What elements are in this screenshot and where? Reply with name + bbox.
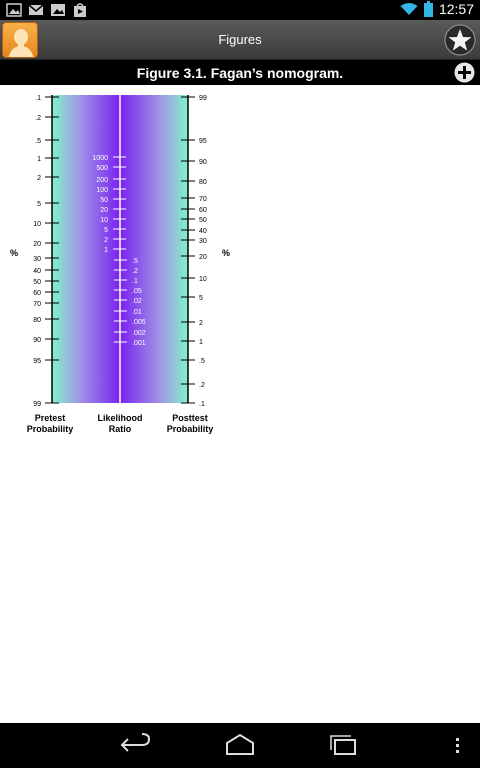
- posttest-tick-label: .1: [199, 401, 205, 408]
- posttest-tick-label: 1: [199, 339, 203, 346]
- posttest-tick-label: .5: [199, 358, 205, 365]
- likelihood-tick-label: .2: [132, 268, 138, 275]
- pretest-tick-label: 10: [33, 221, 41, 228]
- posttest-axis-label-line1: Posttest: [172, 413, 208, 423]
- likelihood-tick-label: .002: [132, 330, 146, 337]
- posttest-tick-label: 10: [199, 276, 207, 283]
- likelihood-tick-label: .5: [132, 258, 138, 265]
- posttest-tick-label: 99: [199, 95, 207, 102]
- pretest-tick-label: 99: [33, 401, 41, 408]
- posttest-percent-label: %: [222, 248, 230, 258]
- gallery-icon: [6, 3, 22, 17]
- pretest-tick-label: 2: [37, 175, 41, 182]
- image-icon: [51, 4, 65, 16]
- likelihood-tick-label: 1000: [92, 155, 108, 162]
- posttest-tick-label: 30: [199, 238, 207, 245]
- pretest-tick-label: 1: [37, 156, 41, 163]
- home-icon[interactable]: [222, 731, 258, 759]
- pretest-tick-label: 80: [33, 317, 41, 324]
- likelihood-tick-label: 20: [100, 207, 108, 214]
- likelihood-tick-label: 500: [96, 165, 108, 172]
- pretest-tick-label: 20: [33, 241, 41, 248]
- likelihood-tick-label: .1: [132, 278, 138, 285]
- likelihood-tick-label: 10: [100, 217, 108, 224]
- likelihood-tick-label: .005: [132, 319, 146, 326]
- posttest-tick-label: 80: [199, 179, 207, 186]
- status-time: 12:57: [438, 1, 474, 17]
- pretest-tick-label: .2: [35, 115, 41, 122]
- likelihood-tick-label: 200: [96, 177, 108, 184]
- likelihood-tick-label: 50: [100, 197, 108, 204]
- pretest-tick-label: 30: [33, 256, 41, 263]
- pretest-percent-label: %: [10, 248, 18, 258]
- pretest-tick-label: 50: [33, 279, 41, 286]
- likelihood-axis-label-line1: Likelihood: [98, 413, 143, 423]
- posttest-axis-label-line2: Probability: [167, 424, 214, 434]
- person-avatar-icon[interactable]: [2, 22, 38, 58]
- fagan-nomogram: .1 .2 .5 1 2 5 10 20 30 40 50 60 70 80 90 95 99 1000 500 2…: [10, 95, 230, 434]
- pretest-tick-label: 40: [33, 268, 41, 275]
- likelihood-tick-label: .01: [132, 309, 142, 316]
- overflow-menu-icon[interactable]: [454, 737, 462, 755]
- plus-circle-icon[interactable]: [454, 62, 475, 83]
- likelihood-tick-label: 100: [96, 187, 108, 194]
- pretest-tick-label: 95: [33, 358, 41, 365]
- posttest-tick-label: 90: [199, 159, 207, 166]
- pretest-axis-label-line2: Probability: [27, 424, 74, 434]
- posttest-tick-label: 40: [199, 228, 207, 235]
- posttest-tick-label: 70: [199, 196, 207, 203]
- likelihood-tick-label: .05: [132, 288, 142, 295]
- figure-title: Figure 3.1. Fagan’s nomogram.: [136, 65, 344, 81]
- action-bar: Figures: [0, 20, 480, 60]
- posttest-tick-label: 5: [199, 295, 203, 302]
- back-icon[interactable]: [118, 731, 154, 759]
- wifi-icon: [400, 3, 418, 15]
- pretest-tick-label: 70: [33, 301, 41, 308]
- recents-icon[interactable]: [326, 731, 362, 759]
- likelihood-axis-label-line2: Ratio: [109, 424, 132, 434]
- posttest-tick-label: 60: [199, 207, 207, 214]
- posttest-tick-label: .2: [199, 382, 205, 389]
- gmail-icon: [28, 4, 44, 15]
- pretest-tick-label: .1: [35, 95, 41, 102]
- figure-header: Figure 3.1. Fagan’s nomogram.: [0, 60, 480, 85]
- pretest-tick-label: 60: [33, 290, 41, 297]
- play-store-icon: [74, 3, 86, 17]
- likelihood-tick-label: .02: [132, 298, 142, 305]
- posttest-tick-label: 20: [199, 254, 207, 261]
- status-bar: 12:57: [0, 0, 480, 20]
- likelihood-tick-label: 5: [104, 227, 108, 234]
- star-icon[interactable]: [444, 24, 476, 56]
- likelihood-tick-label: .001: [132, 340, 146, 347]
- pretest-tick-label: 5: [37, 201, 41, 208]
- posttest-tick-label: 50: [199, 217, 207, 224]
- likelihood-tick-label: 2: [104, 237, 108, 244]
- pretest-tick-label: 90: [33, 337, 41, 344]
- posttest-tick-label: 95: [199, 138, 207, 145]
- pretest-tick-label: .5: [35, 138, 41, 145]
- page-title: Figures: [218, 32, 262, 47]
- posttest-tick-label: 2: [199, 320, 203, 327]
- battery-icon: [423, 1, 433, 17]
- likelihood-tick-label: 1: [104, 247, 108, 254]
- pretest-axis-label-line1: Pretest: [35, 413, 66, 423]
- navigation-bar: [0, 723, 480, 768]
